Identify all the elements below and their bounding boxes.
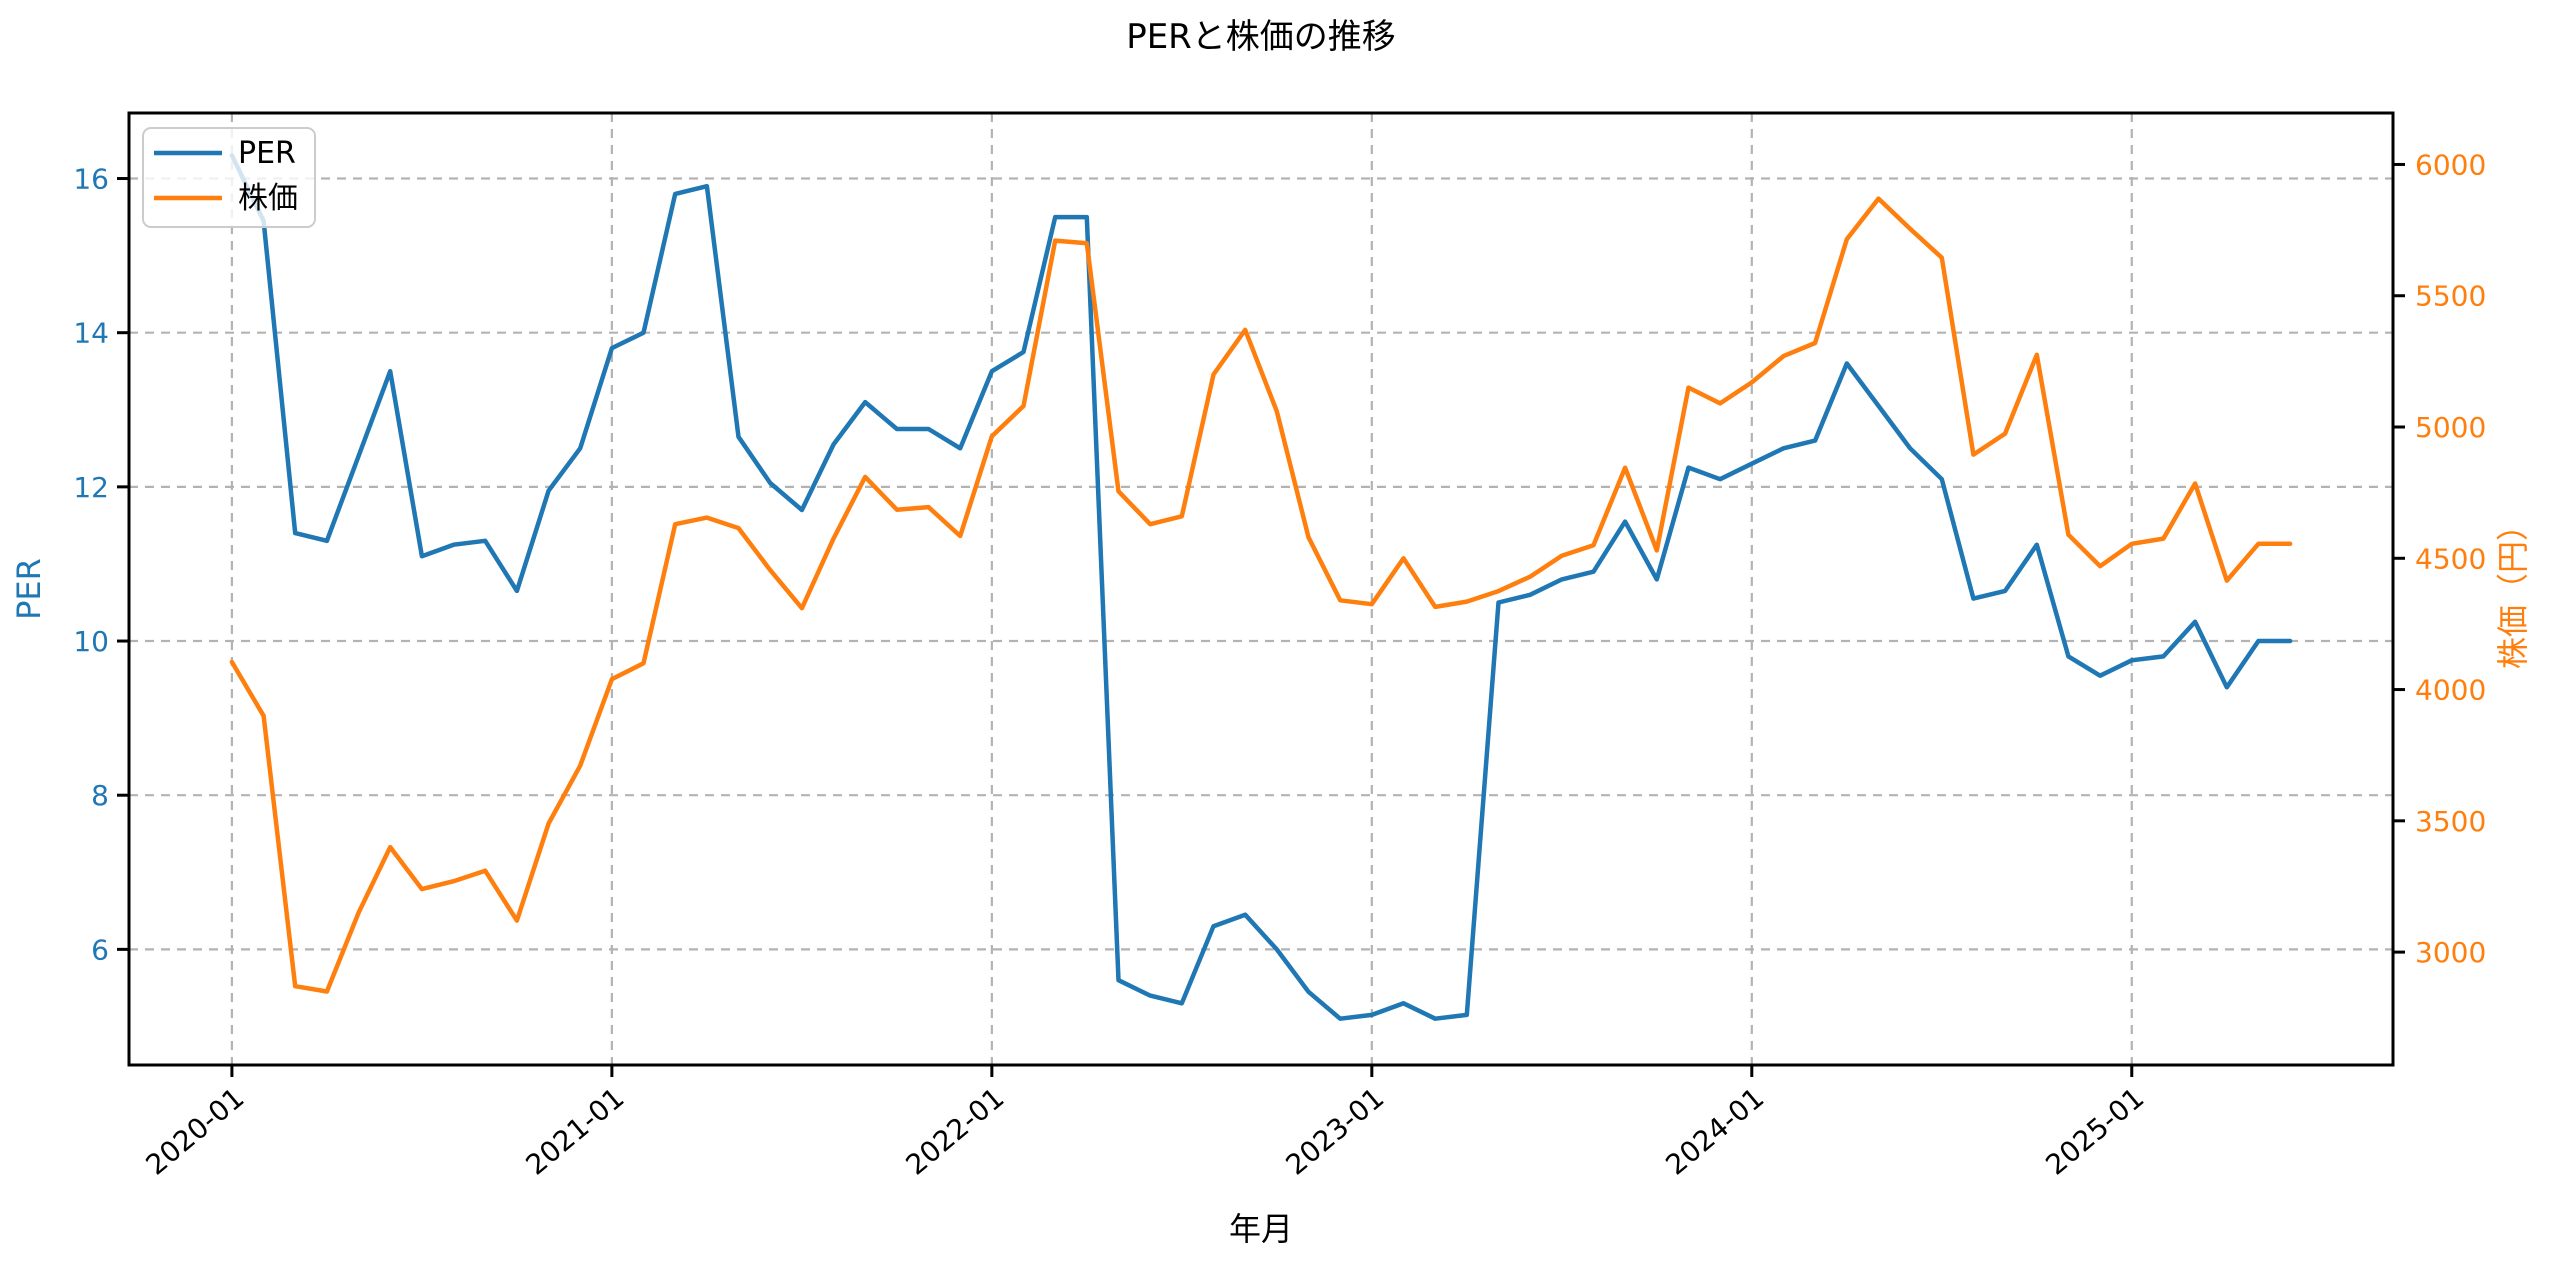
y-right-tick-label: 3500	[2415, 805, 2486, 838]
y-right-tick-label: 3000	[2415, 936, 2486, 969]
legend-label-per: PER	[238, 136, 296, 171]
y-right-tick-label: 4500	[2415, 542, 2486, 575]
y-right-tick-label: 4000	[2415, 674, 2486, 707]
y-left-tick-label: 6	[91, 933, 109, 966]
y-left-tick-label: 14	[73, 317, 109, 350]
x-tick-label: 2025-01	[2039, 1081, 2150, 1181]
x-tick-label: 2021-01	[520, 1081, 631, 1181]
y-axis-label-right: 株価（円）	[2494, 509, 2532, 669]
stock-price-line	[229, 196, 2293, 994]
x-tick-label: 2020-01	[140, 1081, 251, 1181]
y-left-tick-label: 12	[73, 471, 109, 504]
legend-label-kabuka: 株価	[238, 181, 298, 216]
x-axis-label: 年月	[1229, 1210, 1293, 1248]
per-line	[229, 153, 2293, 1021]
y-left-tick-label: 16	[73, 163, 109, 196]
y-axis-label-left: PER	[10, 558, 48, 620]
data-series	[229, 153, 2293, 1021]
x-tick-label: 2023-01	[1279, 1081, 1390, 1181]
x-tick-label: 2024-01	[1659, 1081, 1770, 1181]
y-right-tick-label: 5500	[2415, 280, 2486, 313]
y-left-tick-label: 10	[73, 625, 109, 658]
y-right-tick-label: 6000	[2415, 148, 2486, 181]
plot-border	[127, 111, 2395, 1067]
chart-title: PERと株価の推移	[1126, 17, 1396, 57]
y-right-tick-label: 5000	[2415, 411, 2486, 444]
gridlines	[129, 113, 2393, 1065]
y-left-tick-label: 8	[91, 779, 109, 812]
legend: PER 株価	[142, 127, 316, 228]
x-tick-label: 2022-01	[900, 1081, 1011, 1181]
